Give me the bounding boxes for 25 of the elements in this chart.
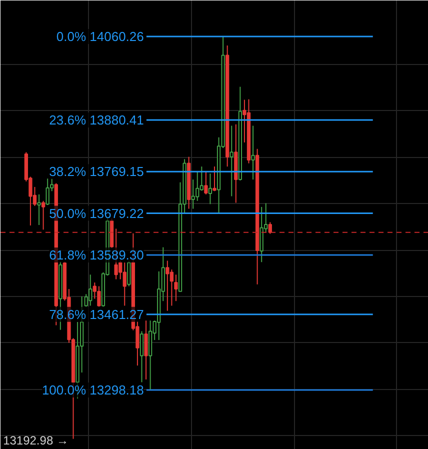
candlestick: [212, 166, 216, 192]
candlestick: [41, 200, 46, 230]
candlestick: [251, 125, 255, 180]
candlestick: [196, 171, 200, 202]
candlestick: [204, 171, 208, 195]
candlestick: [230, 125, 234, 197]
ref-line-label: 23.6% 13880.41: [49, 112, 144, 128]
ref-line-label: 100.0% 13298.18: [42, 382, 144, 398]
candlestick: [144, 320, 148, 380]
candlestick: [122, 262, 126, 306]
ref-line-label: 38.2% 13769.15: [49, 164, 144, 180]
candlestick: [260, 206, 264, 263]
candlestick: [166, 260, 170, 312]
ref-line-label: 61.8% 13589.30: [49, 248, 144, 263]
ref-line-label: 0.0% 14060.26: [56, 29, 144, 44]
candlestick: [97, 286, 101, 308]
ref-line-label: 78.6% 13461.27: [49, 306, 144, 322]
candlestick: [268, 222, 272, 234]
candlestick: [37, 194, 41, 226]
candlestick: [174, 274, 178, 302]
annotation: 13192.98 →: [3, 434, 68, 448]
ref-line-label: 50.0% 13679.22: [49, 206, 144, 221]
candlestick: [208, 173, 212, 205]
candlestick: [170, 269, 174, 306]
candlestick: [191, 179, 195, 210]
